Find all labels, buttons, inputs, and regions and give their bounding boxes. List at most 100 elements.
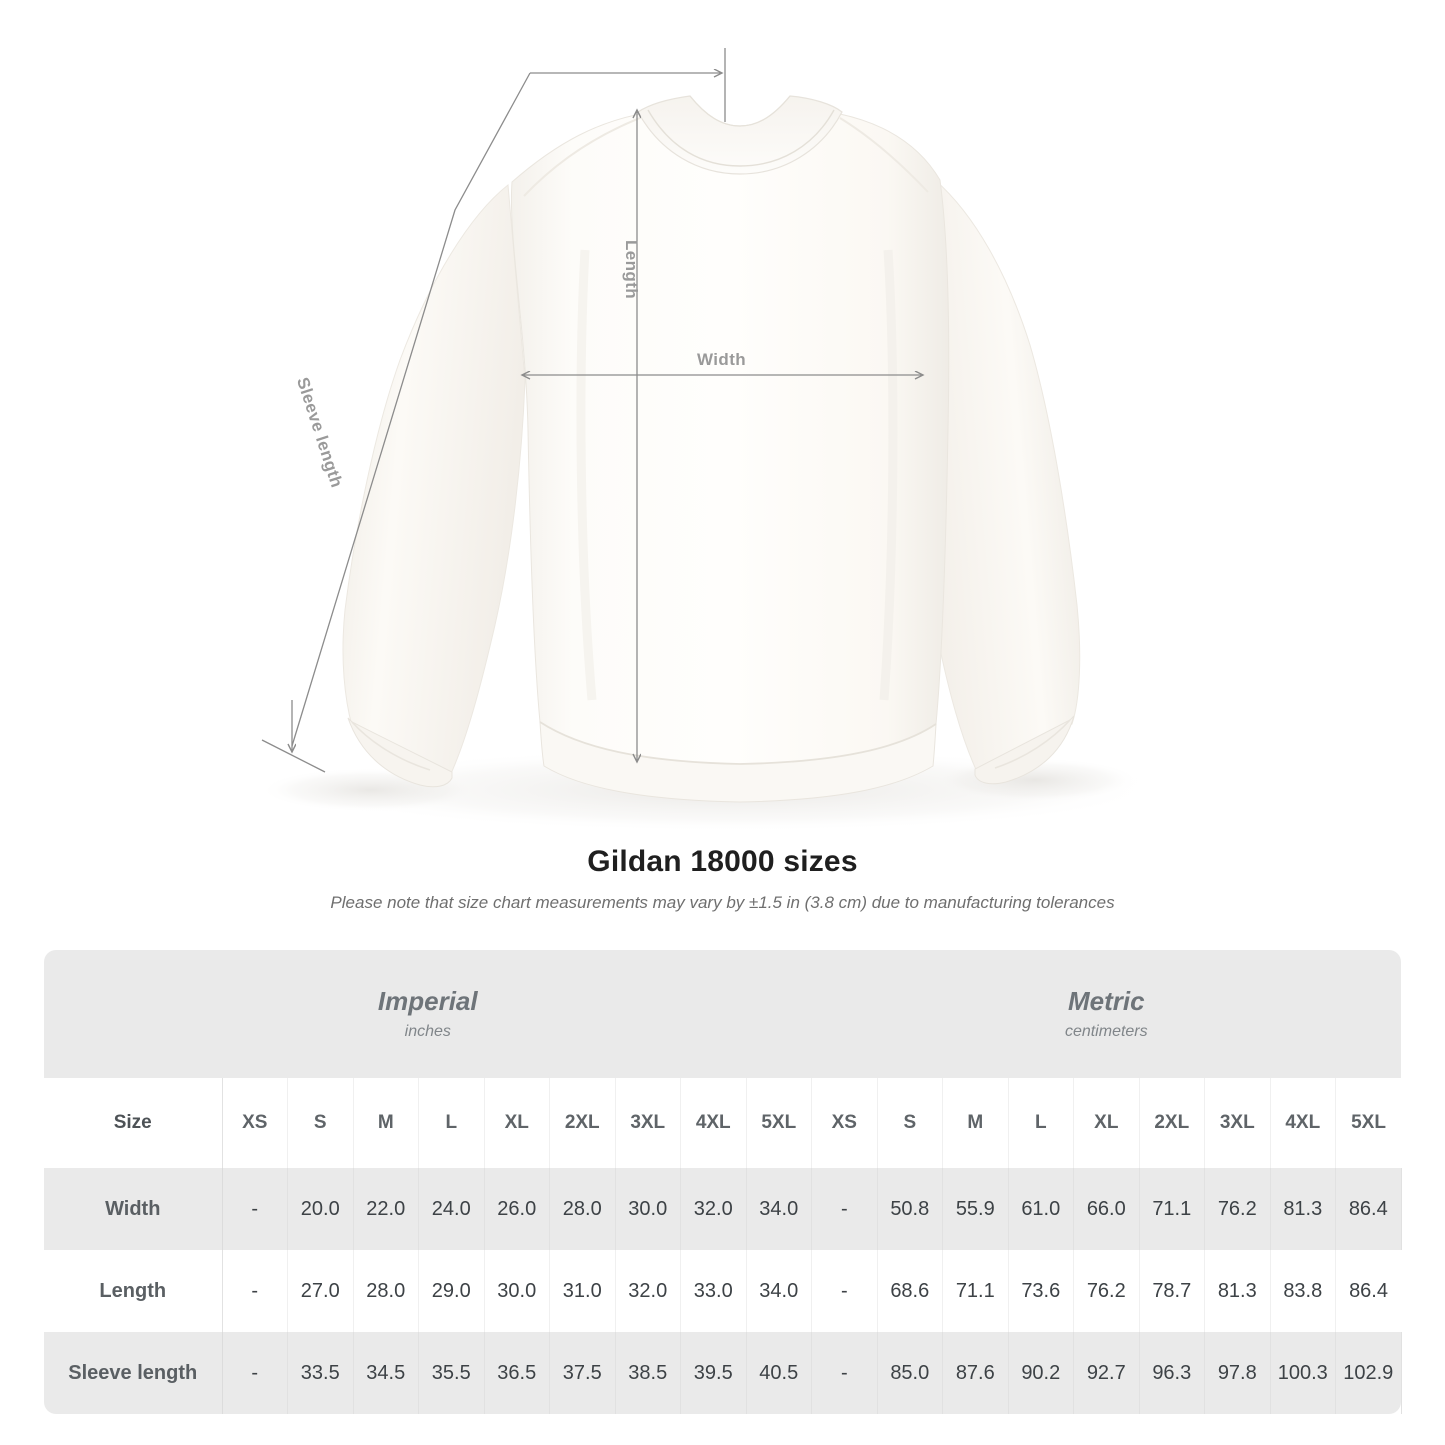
cell-length-metric-2xl: 78.7: [1139, 1250, 1206, 1332]
cell-width-metric-xs: -: [811, 1168, 878, 1250]
cell-sleeve-imperial-l: 35.5: [418, 1332, 485, 1414]
size-col-imperial-s: S: [287, 1078, 354, 1168]
cell-sleeve-imperial-s: 33.5: [287, 1332, 354, 1414]
cell-length-metric-m: 71.1: [942, 1250, 1009, 1332]
cell-sleeve-metric-5xl: 102.9: [1335, 1332, 1402, 1414]
imperial-unit-sub: inches: [404, 1023, 451, 1041]
title-block: Gildan 18000 sizes Please note that size…: [0, 845, 1445, 913]
width-label: Width: [697, 350, 747, 369]
hem-seam: [539, 721, 937, 765]
cell-width-imperial-m: 22.0: [353, 1168, 419, 1250]
cell-length-metric-s: 68.6: [877, 1250, 944, 1332]
cell-length-imperial-5xl: 34.0: [746, 1250, 813, 1332]
row-label-sleeve-length: Sleeve length: [44, 1332, 223, 1414]
cell-sleeve-imperial-m: 34.5: [353, 1332, 419, 1414]
size-col-metric-s: S: [877, 1078, 944, 1168]
size-col-metric-xl: XL: [1073, 1078, 1140, 1168]
size-col-imperial-m: M: [353, 1078, 419, 1168]
cell-sleeve-metric-xl: 92.7: [1073, 1332, 1140, 1414]
left-shoulder-seam: [523, 117, 641, 197]
cell-sleeve-imperial-xs: -: [222, 1332, 288, 1414]
sleeve-measure-line: [291, 72, 531, 747]
garment-diagram-panel: Length Width Sleeve length: [260, 48, 1160, 832]
cell-length-metric-4xl: 83.8: [1270, 1250, 1337, 1332]
cell-width-imperial-xl: 26.0: [484, 1168, 550, 1250]
cell-width-metric-s: 50.8: [877, 1168, 944, 1250]
collar-back-edge: [689, 95, 791, 127]
body-fold-left: [576, 249, 597, 701]
cell-length-imperial-2xl: 31.0: [549, 1250, 616, 1332]
unit-banner-row: Imperial inches Metric centimeters: [44, 950, 1402, 1078]
cell-width-imperial-2xl: 28.0: [549, 1168, 616, 1250]
metric-unit-name: Metric: [1068, 985, 1145, 1016]
cell-width-metric-l: 61.0: [1008, 1168, 1075, 1250]
cell-length-metric-xl: 76.2: [1073, 1250, 1140, 1332]
size-col-metric-l: L: [1008, 1078, 1075, 1168]
cell-sleeve-imperial-3xl: 38.5: [615, 1332, 681, 1414]
cell-sleeve-metric-l: 90.2: [1008, 1332, 1075, 1414]
cell-length-imperial-3xl: 32.0: [615, 1250, 681, 1332]
size-chart-table-wrap: Imperial inches Metric centimeters Size …: [44, 950, 1402, 1414]
cell-sleeve-metric-2xl: 96.3: [1139, 1332, 1206, 1414]
cell-sleeve-metric-s: 85.0: [877, 1332, 944, 1414]
size-col-metric-3xl: 3XL: [1204, 1078, 1271, 1168]
cell-length-metric-3xl: 81.3: [1204, 1250, 1271, 1332]
cell-width-metric-5xl: 86.4: [1335, 1168, 1402, 1250]
cell-length-imperial-4xl: 33.0: [680, 1250, 747, 1332]
cell-length-imperial-s: 27.0: [287, 1250, 354, 1332]
cell-width-imperial-4xl: 32.0: [680, 1168, 747, 1250]
cell-sleeve-imperial-2xl: 37.5: [549, 1332, 616, 1414]
row-label-width: Width: [44, 1168, 223, 1250]
cell-width-metric-xl: 66.0: [1073, 1168, 1140, 1250]
left-sleeve: [342, 184, 526, 781]
sleeve-end-tick: [261, 739, 326, 773]
right-cuff-seam: [994, 719, 1071, 769]
cell-length-imperial-m: 28.0: [353, 1250, 419, 1332]
size-col-metric-m: M: [942, 1078, 1009, 1168]
sweatshirt-illustration: [260, 48, 1160, 832]
size-col-imperial-l: L: [418, 1078, 485, 1168]
cell-length-imperial-l: 29.0: [418, 1250, 485, 1332]
size-col-metric-2xl: 2XL: [1139, 1078, 1206, 1168]
size-col-metric-xs: XS: [811, 1078, 878, 1168]
cell-length-imperial-xs: -: [222, 1250, 288, 1332]
cell-length-metric-5xl: 86.4: [1335, 1250, 1402, 1332]
cell-width-imperial-5xl: 34.0: [746, 1168, 813, 1250]
table-row: Width - 20.0 22.0 24.0 26.0 28.0 30.0 32…: [44, 1168, 1402, 1250]
size-chart-table: Imperial inches Metric centimeters Size …: [44, 950, 1402, 1414]
cell-sleeve-metric-4xl: 100.3: [1270, 1332, 1337, 1414]
cell-sleeve-metric-3xl: 97.8: [1204, 1332, 1271, 1414]
size-col-metric-5xl: 5XL: [1335, 1078, 1402, 1168]
cell-width-metric-4xl: 81.3: [1270, 1168, 1337, 1250]
metric-unit-cell: Metric centimeters: [811, 950, 1402, 1078]
size-col-metric-4xl: 4XL: [1270, 1078, 1337, 1168]
cell-width-imperial-3xl: 30.0: [615, 1168, 681, 1250]
size-col-imperial-xs: XS: [222, 1078, 288, 1168]
size-col-imperial-4xl: 4XL: [680, 1078, 747, 1168]
length-label: Length: [622, 240, 641, 300]
table-row: Sleeve length - 33.5 34.5 35.5 36.5 37.5…: [44, 1332, 1402, 1414]
size-col-imperial-3xl: 3XL: [615, 1078, 681, 1168]
left-cuff-seam: [351, 721, 431, 771]
imperial-unit-cell: Imperial inches: [44, 950, 812, 1078]
size-col-imperial-xl: XL: [484, 1078, 550, 1168]
right-shoulder-seam: [839, 117, 929, 193]
cell-sleeve-metric-xs: -: [811, 1332, 878, 1414]
cell-width-metric-3xl: 76.2: [1204, 1168, 1271, 1250]
page-title: Gildan 18000 sizes: [587, 845, 858, 878]
cell-width-metric-m: 55.9: [942, 1168, 1009, 1250]
cell-length-imperial-xl: 30.0: [484, 1250, 550, 1332]
size-header-label: Size: [44, 1078, 223, 1168]
imperial-unit-name: Imperial: [377, 985, 478, 1016]
collar-inner-edge: [647, 109, 835, 167]
tolerance-note: Please note that size chart measurements…: [330, 893, 1115, 912]
metric-unit-sub: centimeters: [1064, 1023, 1148, 1041]
body-fold-right: [879, 249, 898, 701]
size-col-imperial-2xl: 2XL: [549, 1078, 616, 1168]
cell-width-metric-2xl: 71.1: [1139, 1168, 1206, 1250]
cell-sleeve-imperial-4xl: 39.5: [680, 1332, 747, 1414]
cell-sleeve-imperial-xl: 36.5: [484, 1332, 550, 1414]
cell-width-imperial-xs: -: [222, 1168, 288, 1250]
cell-width-imperial-s: 20.0: [287, 1168, 354, 1250]
size-col-imperial-5xl: 5XL: [746, 1078, 813, 1168]
